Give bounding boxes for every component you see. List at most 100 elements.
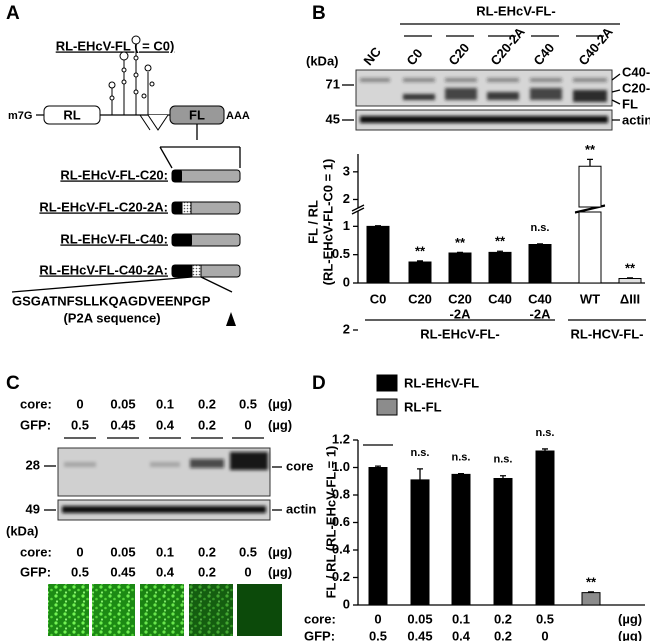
- significance-label: **: [585, 142, 596, 157]
- kda-marker: 49: [26, 501, 40, 516]
- row-value: 0.1: [156, 544, 174, 559]
- x-tick-label: C20 -2A: [448, 292, 472, 322]
- p2a-note: (P2A sequence): [63, 310, 160, 325]
- panel-c: C 28 49 (kDa) core actin: [6, 373, 316, 636]
- band-label: actin: [622, 112, 650, 127]
- bar: [578, 165, 602, 284]
- kda-marker: 28: [26, 457, 40, 472]
- significance-label: n.s.: [411, 447, 430, 459]
- bar: [368, 467, 388, 606]
- row-value: 0.2: [494, 611, 512, 626]
- kda-unit: (kDa): [306, 53, 339, 68]
- kda-unit: (kDa): [6, 523, 39, 538]
- error-bar: [375, 465, 381, 468]
- bar: [408, 261, 432, 284]
- band-label: C40-FL: [622, 64, 650, 79]
- row-label: core:: [304, 611, 336, 626]
- row-value: 0.05: [110, 544, 135, 559]
- row-value: 0.5: [239, 544, 257, 559]
- row-value: 0.1: [452, 611, 470, 626]
- error-bar: [542, 448, 548, 451]
- bar: [493, 478, 513, 606]
- construct-label: RL-EHcV-FL-C40:: [60, 231, 168, 246]
- panel-a: A RL-EHcV-FL ( = C0) m7G RL FL AAA RL-EH…: [6, 3, 250, 326]
- y-axis-label: FL / RL (RL-EHcV-FL = 1): [323, 446, 338, 599]
- lane-label: C40-2A: [575, 24, 616, 68]
- stem-loops: [108, 35, 169, 131]
- rl-label: RL: [63, 107, 80, 122]
- band-pointers: [611, 73, 621, 121]
- panel-label: B: [312, 3, 326, 24]
- significance-label: **: [415, 243, 426, 258]
- panel-b-blot: B RL-EHcV-FL- (kDa) 71 45 C40-FL C20-FL …: [306, 3, 650, 131]
- zoom-lines: [159, 124, 241, 169]
- row-value: 0.1: [156, 396, 174, 411]
- row-value: 0.05: [407, 611, 432, 626]
- row-unit: (µg): [268, 396, 292, 411]
- band-label: FL: [622, 96, 638, 111]
- legend-label: RL-FL: [404, 399, 442, 414]
- significance-label: n.s.: [494, 454, 513, 466]
- bar: [528, 243, 552, 284]
- actin-band: [360, 116, 608, 123]
- row-value: 0.5: [536, 611, 554, 626]
- significance-label: **: [586, 574, 597, 589]
- row-value: 0.2: [198, 396, 216, 411]
- row-value: 0.5: [71, 564, 89, 579]
- y-tick-label: 1.2: [332, 431, 350, 446]
- lane-label: C20: [445, 40, 472, 68]
- x-tick-label: ΔIII: [620, 291, 640, 306]
- error-bar: [627, 277, 633, 279]
- blot: [355, 69, 613, 107]
- bar: [488, 251, 512, 284]
- x-tick-label: C40 -2A: [528, 292, 552, 322]
- significance-label: **: [625, 260, 636, 275]
- x-tick-label: WT: [580, 291, 600, 306]
- axis-break: [351, 204, 365, 215]
- row-label: GFP:: [304, 628, 335, 641]
- error-bar: [375, 225, 381, 227]
- bar: [618, 277, 642, 284]
- significance-label: **: [455, 235, 466, 250]
- row-value: 0.4: [156, 417, 175, 432]
- bar: [448, 252, 472, 284]
- error-bar: [497, 250, 503, 253]
- significance-label: **: [495, 234, 506, 249]
- row-value: 0.2: [494, 628, 512, 641]
- bar: [410, 479, 430, 606]
- band-label: core: [286, 458, 313, 473]
- row-value: 0.4: [156, 564, 175, 579]
- significance-label: n.s.: [452, 452, 471, 464]
- row-value: 0.05: [110, 396, 135, 411]
- row-value: 0: [244, 564, 251, 579]
- kda-marker: 71: [326, 76, 340, 91]
- construct-title: RL-EHcV-FL ( = C0): [56, 38, 175, 53]
- bands: [64, 452, 268, 470]
- lane-label: NC: [360, 44, 384, 68]
- bands: [360, 78, 607, 102]
- error-bar: [457, 251, 463, 254]
- row-value: 0.2: [198, 544, 216, 559]
- row-value: 0.5: [71, 417, 89, 432]
- x-tick-label: C40: [488, 291, 512, 306]
- row-unit: (µg): [268, 564, 292, 579]
- polya-label: AAA: [226, 110, 250, 122]
- row-value: 0.2: [198, 564, 216, 579]
- legend-swatch: [376, 398, 398, 416]
- blot-header: RL-EHcV-FL-: [476, 3, 555, 18]
- construct-label: RL-EHcV-FL-C40-2A:: [39, 262, 168, 277]
- row-value: 0.4: [452, 628, 471, 641]
- band-label: actin: [286, 501, 316, 516]
- y-tick-label: 0.5: [332, 246, 350, 261]
- panel-label: A: [6, 3, 20, 24]
- error-bar: [587, 158, 593, 167]
- x-tick-label: C0: [370, 291, 387, 306]
- construct-label: RL-EHcV-FL-C20:: [60, 167, 168, 182]
- y-tick-label: 2: [343, 191, 350, 206]
- row-unit: (µg): [268, 544, 292, 559]
- cap-label: m7G: [8, 110, 32, 122]
- row-unit: (µg): [268, 417, 292, 432]
- bar: [535, 450, 555, 606]
- y-tick-label: 0.8: [332, 486, 350, 501]
- row-value: 0: [374, 611, 381, 626]
